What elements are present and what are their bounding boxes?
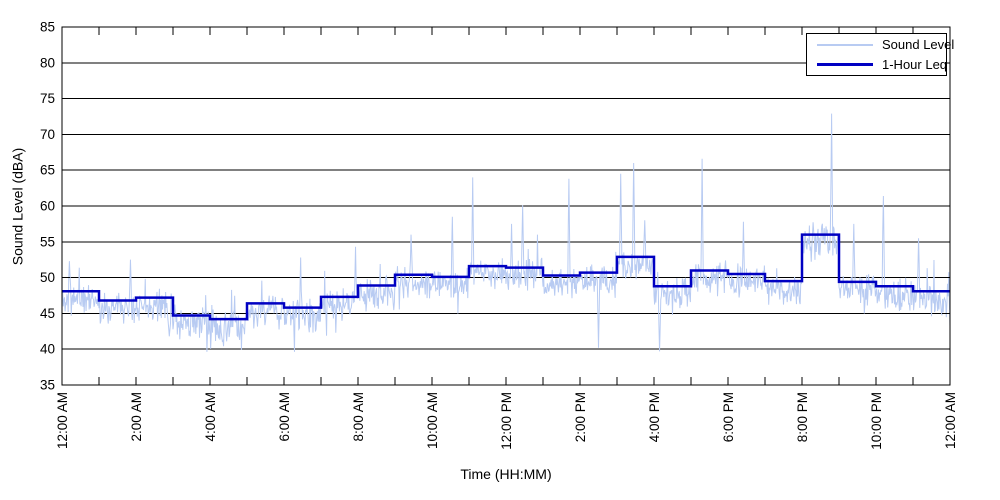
x-tick-label: 4:00 PM	[647, 392, 662, 442]
x-tick-label: 8:00 PM	[795, 392, 810, 442]
x-tick-label: 12:00 AM	[943, 392, 958, 449]
leq-line-swatch	[817, 63, 873, 66]
y-tick-label: 85	[40, 20, 55, 35]
x-axis-title: Time (HH:MM)	[460, 466, 552, 482]
y-tick-labels: 35 40 45 50 55 60 65 70 75 80 85	[40, 20, 55, 393]
y-tick-label: 80	[40, 55, 55, 70]
x-tick-labels: 12:00 AM 2:00 AM 4:00 AM 6:00 AM 8:00 AM 10:0…	[55, 392, 958, 450]
x-tick-label: 12:00 PM	[499, 392, 514, 450]
legend-item-sound-level: Sound Level	[817, 35, 954, 54]
y-tick-label: 60	[40, 199, 55, 214]
y-tick-label: 70	[40, 127, 55, 142]
sound-level-line-swatch	[817, 43, 873, 46]
gridlines	[62, 62, 950, 350]
legend: Sound Level 1-Hour Leq	[806, 33, 954, 76]
y-tick-label: 40	[40, 342, 55, 357]
x-tick-label: 10:00 PM	[869, 392, 884, 450]
x-tick-label: 2:00 AM	[129, 392, 144, 442]
x-tick-label: 2:00 PM	[573, 392, 588, 442]
leq-step-series	[62, 233, 950, 321]
y-tick-label: 75	[40, 91, 55, 106]
y-tick-label: 35	[40, 378, 55, 393]
y-tick-label: 65	[40, 163, 55, 178]
x-tick-label: 8:00 AM	[351, 392, 366, 442]
x-tick-label: 6:00 AM	[277, 392, 292, 442]
legend-label-sound-level: Sound Level	[882, 37, 955, 52]
y-axis-title: Sound Level (dBA)	[9, 147, 26, 266]
x-tick-label: 4:00 AM	[203, 392, 218, 442]
legend-item-1-hour-leq: 1-Hour Leq	[817, 55, 948, 74]
legend-label-1-hour-leq: 1-Hour Leq	[882, 57, 948, 72]
y-tick-label: 50	[40, 270, 55, 285]
x-tick-label: 12:00 AM	[55, 392, 70, 449]
x-tick-label: 10:00 AM	[425, 392, 440, 449]
x-tick-label: 6:00 PM	[721, 392, 736, 442]
y-tick-label: 55	[40, 234, 55, 249]
y-tick-label: 45	[40, 306, 55, 321]
